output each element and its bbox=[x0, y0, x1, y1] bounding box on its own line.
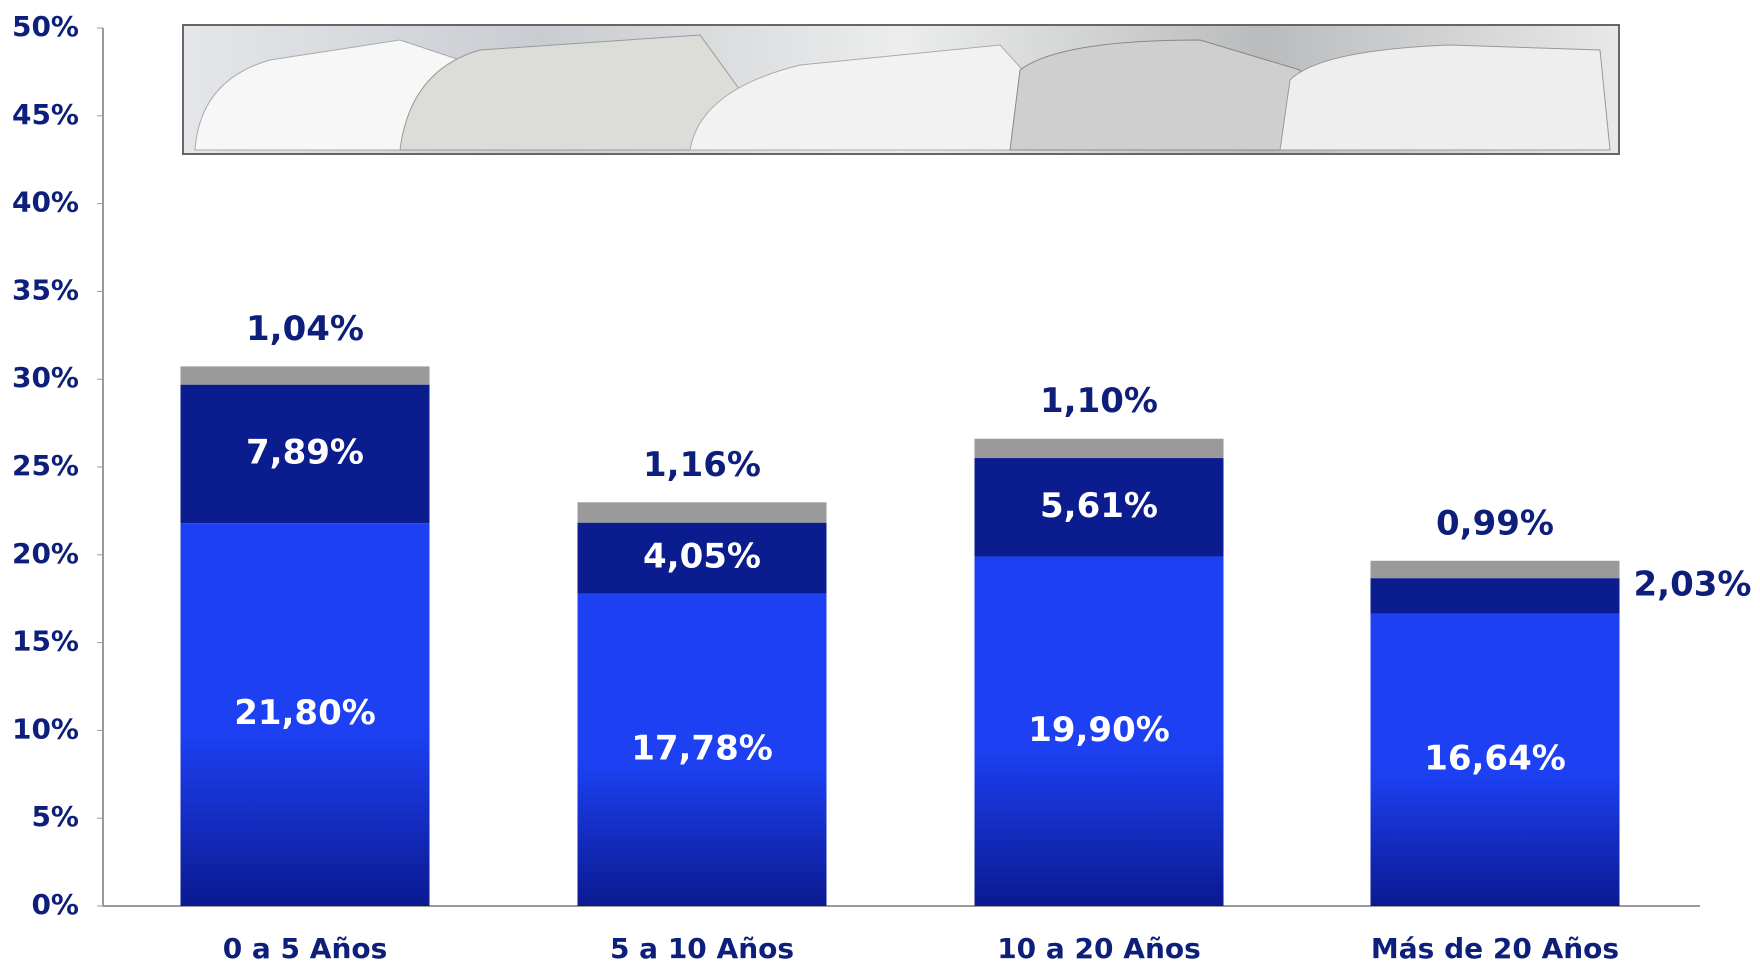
x-tick-label: 5 a 10 Años bbox=[610, 932, 794, 965]
bar-shade bbox=[974, 556, 1224, 906]
bar-segment bbox=[1370, 560, 1620, 579]
value-label: 19,90% bbox=[1028, 710, 1170, 750]
y-tick-label: 5% bbox=[31, 800, 79, 833]
x-tick-label: 10 a 20 Años bbox=[997, 932, 1201, 965]
bar-segment bbox=[577, 522, 827, 594]
bar-segment bbox=[974, 438, 1224, 459]
y-tick-label: 10% bbox=[12, 712, 79, 745]
y-tick-label: 0% bbox=[31, 888, 79, 921]
value-label: 1,10% bbox=[1040, 381, 1158, 421]
y-tick-label: 15% bbox=[12, 625, 79, 658]
bar-shade bbox=[577, 593, 827, 906]
value-label: 5,61% bbox=[1040, 486, 1158, 526]
x-tick-label: Más de 20 Años bbox=[1371, 932, 1619, 965]
bar-segment bbox=[974, 458, 1224, 557]
bar-shade bbox=[180, 523, 430, 906]
value-label: 1,16% bbox=[643, 445, 761, 485]
bar-shade bbox=[1370, 613, 1620, 906]
y-tick-label: 50% bbox=[12, 10, 79, 43]
value-label: 1,04% bbox=[246, 309, 364, 349]
value-label: 2,03% bbox=[1634, 564, 1752, 604]
bar-segment bbox=[180, 384, 430, 524]
y-tick-label: 40% bbox=[12, 186, 79, 219]
y-tick-label: 30% bbox=[12, 361, 79, 394]
y-tick-label: 25% bbox=[12, 449, 79, 482]
value-label: 7,89% bbox=[246, 432, 364, 472]
x-tick-label: 0 a 5 Años bbox=[223, 932, 388, 965]
value-label: 16,64% bbox=[1424, 738, 1566, 778]
bar-segment bbox=[1370, 578, 1620, 614]
y-tick-label: 20% bbox=[12, 537, 79, 570]
value-label: 0,99% bbox=[1436, 503, 1554, 543]
value-label: 4,05% bbox=[643, 537, 761, 577]
bar-segment bbox=[180, 366, 430, 385]
y-tick-label: 35% bbox=[12, 273, 79, 306]
value-label: 17,78% bbox=[631, 728, 773, 768]
y-tick-label: 45% bbox=[12, 98, 79, 131]
value-label: 21,80% bbox=[234, 693, 376, 733]
cars-photo bbox=[182, 24, 1620, 155]
bar-segment bbox=[577, 502, 827, 523]
